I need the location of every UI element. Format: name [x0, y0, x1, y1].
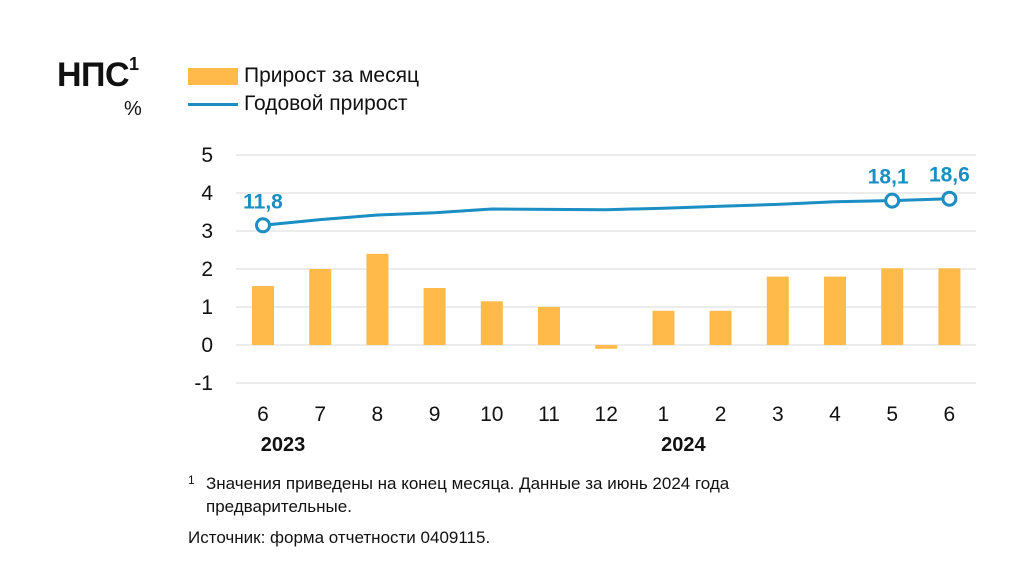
chart-title: НПС1: [57, 53, 139, 95]
data-label: 11,8: [243, 190, 283, 213]
x-tick-label: 3: [772, 403, 784, 426]
line-point-marker: [941, 190, 958, 207]
bar: [252, 286, 274, 345]
source-note: Источник: форма отчетности 0409115.: [188, 528, 491, 547]
unit-label: %: [124, 98, 142, 120]
x-tick-label: 1: [658, 403, 670, 426]
bar: [652, 310, 675, 345]
bar: [595, 345, 618, 349]
line-point-marker: [884, 192, 901, 209]
legend: Прирост за месяц Годовой прирост: [188, 62, 419, 118]
x-tick-label: 4: [829, 403, 841, 426]
legend-item-line: Годовой прирост: [188, 90, 419, 118]
y-tick-label: 2: [201, 258, 213, 281]
bar: [480, 301, 503, 345]
y-tick-label: 0: [201, 334, 213, 357]
bar: [709, 310, 732, 345]
x-tick-label: 5: [886, 403, 898, 426]
x-tick-label: 2: [715, 403, 727, 426]
bar: [538, 307, 560, 345]
y-tick-label: 5: [201, 144, 213, 167]
bar: [423, 288, 446, 345]
year-label: 2024: [661, 434, 706, 456]
bar: [366, 253, 389, 345]
y-tick-label: 1: [201, 296, 213, 319]
bar: [881, 268, 904, 345]
x-tick-label: 12: [595, 403, 618, 426]
title-footnote-mark: 1: [129, 53, 139, 74]
data-label: 18,1: [868, 166, 909, 189]
x-tick-label: 9: [429, 403, 441, 426]
footnote: 1 Значения приведены на конец месяца. Да…: [188, 472, 866, 518]
bar: [938, 268, 961, 345]
footnote-text: Значения приведены на конец месяца. Данн…: [206, 474, 730, 516]
year-label: 2023: [261, 434, 306, 456]
x-tick-label: 7: [314, 403, 326, 426]
bar: [766, 276, 789, 345]
legend-line-label: Годовой прирост: [244, 92, 408, 115]
x-tick-label: 8: [372, 403, 384, 426]
data-label: 18,6: [929, 164, 970, 187]
legend-bar-swatch: [188, 67, 238, 85]
line-point-marker: [255, 217, 271, 234]
chart-title-text: НПС: [57, 56, 130, 94]
legend-item-bar: Прирост за месяц: [188, 62, 419, 90]
footnote-mark: 1: [188, 473, 195, 487]
x-tick-label: 11: [538, 403, 560, 426]
x-tick-label: 6: [944, 403, 956, 426]
line-series: [262, 197, 950, 227]
bar: [824, 276, 846, 345]
x-tick-label: 6: [257, 403, 269, 426]
y-tick-label: 4: [201, 182, 213, 205]
y-tick-label: -1: [194, 372, 213, 395]
x-tick-label: 10: [480, 403, 503, 426]
y-tick-label: 3: [201, 220, 213, 243]
legend-line-swatch: [188, 102, 238, 106]
bar: [309, 269, 332, 345]
legend-bar-label: Прирост за месяц: [244, 64, 419, 87]
